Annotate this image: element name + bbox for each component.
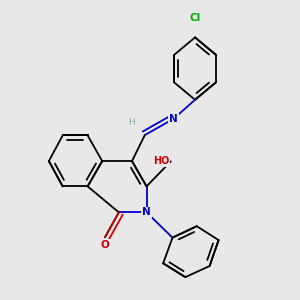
Text: N: N: [169, 114, 178, 124]
Text: N: N: [142, 207, 151, 218]
Text: Cl: Cl: [189, 14, 201, 23]
Text: O: O: [100, 240, 109, 250]
Text: HO: HO: [153, 156, 169, 167]
Text: H: H: [128, 118, 135, 127]
